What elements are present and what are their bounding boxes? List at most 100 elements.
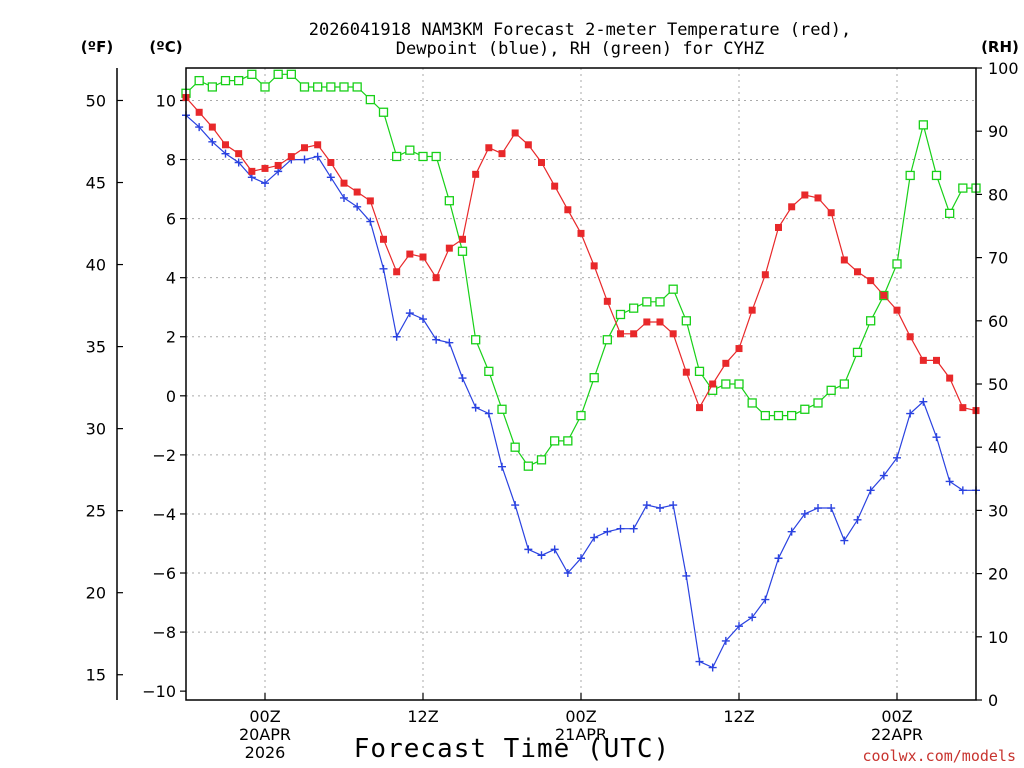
rh-point: [536, 455, 547, 465]
dewpoint-point: [221, 149, 230, 158]
dewpoint-point: [392, 332, 401, 341]
rh-point: [655, 297, 665, 307]
rh-point: [313, 82, 323, 92]
dewpoint-point: [748, 613, 757, 622]
dewpoint-point: [721, 636, 730, 645]
rh-point: [418, 151, 428, 162]
dewpoint-point: [537, 551, 546, 560]
temperature-point: [880, 291, 888, 299]
fahrenheit-unit-label: (ºF): [81, 38, 113, 56]
temperature-point: [709, 380, 717, 388]
rh-point: [273, 69, 283, 79]
rh-point: [260, 82, 270, 92]
rh-point: [299, 82, 310, 92]
temperature-point: [854, 268, 861, 276]
dewpoint-point: [787, 527, 796, 536]
temperature-point: [946, 374, 954, 382]
temperature-point: [314, 141, 322, 149]
rh-tick-label: 90: [988, 122, 1008, 141]
rh-point: [497, 404, 507, 414]
rh-point: [392, 151, 402, 162]
temperature-point: [959, 404, 967, 412]
rh-tick-label: 0: [988, 691, 998, 710]
temperature-point: [643, 318, 651, 326]
temperature-point: [222, 141, 229, 149]
dewpoint-point: [471, 403, 480, 412]
fahrenheit-tick-label: 15: [86, 666, 106, 685]
temperature-point: [893, 306, 901, 314]
rh-point: [431, 151, 441, 162]
dewpoint-point: [550, 545, 559, 554]
fahrenheit-tick-label: 45: [86, 174, 106, 193]
dewpoint-point: [511, 501, 520, 510]
dewpoint-point: [853, 515, 862, 524]
temperature-point: [366, 197, 374, 205]
rh-tick-label: 10: [988, 628, 1008, 647]
temperature-point: [485, 144, 493, 152]
time-tick-label: 00Z: [881, 707, 912, 726]
rh-tick-label: 40: [988, 438, 1008, 457]
dewpoint-point: [695, 657, 704, 666]
rh-point: [773, 410, 784, 421]
dewpoint-point: [735, 622, 743, 631]
rh-point: [945, 208, 955, 219]
rh-point: [747, 398, 757, 408]
temperature-point: [432, 274, 440, 282]
dewpoint-point: [708, 663, 717, 672]
celsius-tick-label: −8: [152, 623, 176, 642]
time-tick-label: 12Z: [407, 707, 438, 726]
dewpoint-point: [353, 202, 362, 211]
rh-point: [220, 75, 231, 86]
temperature-point: [498, 150, 506, 158]
fahrenheit-axis: 15 20 25 30 35 40 45 50: [86, 91, 123, 685]
temperature-point: [656, 318, 664, 326]
dewpoint-point: [616, 524, 625, 533]
source-credit: coolwx.com/models: [862, 747, 1016, 765]
dewpoint-point: [827, 504, 836, 513]
rh-point: [615, 309, 626, 320]
temperature-point: [748, 306, 756, 314]
dewpoint-point: [458, 374, 467, 383]
temperature-point: [195, 108, 203, 116]
rh-point: [826, 385, 836, 395]
rh-tick-label: 30: [988, 501, 1008, 520]
temperature-point: [472, 170, 480, 178]
fahrenheit-tick-label: 20: [86, 584, 106, 603]
dewpoint-point: [669, 501, 678, 510]
temperature-point: [775, 223, 782, 231]
rh-point: [892, 259, 902, 269]
rh-point: [405, 145, 415, 155]
celsius-unit-label: (ºC): [149, 38, 182, 56]
series: [181, 69, 981, 672]
time-tick-label: 21APR: [555, 725, 607, 744]
dewpoint-point: [366, 217, 375, 226]
rh-point: [286, 69, 296, 79]
rh-point: [352, 82, 362, 92]
temperature-point: [919, 356, 927, 364]
temperature-point: [248, 167, 256, 175]
temperature-point: [590, 262, 598, 270]
rh-point: [550, 436, 560, 446]
fahrenheit-tick-label: 40: [86, 256, 106, 275]
dewpoint-point: [261, 179, 269, 188]
time-tick-label: 00Z: [565, 707, 596, 726]
dewpoint-point: [195, 123, 204, 132]
dewpoint-point: [419, 315, 427, 324]
dewpoint-point: [300, 155, 309, 164]
time-tick-label: 2026: [245, 743, 286, 762]
temperature-point: [538, 159, 545, 167]
temperature-point: [419, 253, 427, 261]
dewpoint-point: [340, 193, 348, 202]
dewpoint-point: [590, 533, 599, 542]
temperature-point: [801, 191, 809, 199]
rh-point: [852, 347, 863, 358]
fahrenheit-tick-label: 50: [86, 91, 106, 110]
rh-tick-label: 80: [988, 185, 1008, 204]
celsius-tick-label: −10: [142, 682, 176, 701]
rh-point: [523, 461, 533, 471]
rh-unit-label: (RH): [981, 38, 1019, 56]
dewpoint-point: [774, 554, 783, 563]
rh-tick-label: 100: [988, 59, 1019, 78]
